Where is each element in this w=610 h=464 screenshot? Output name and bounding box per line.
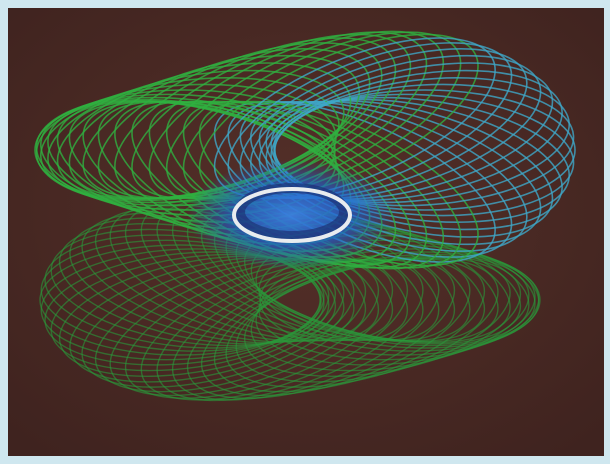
loop	[213, 258, 486, 393]
loop	[50, 253, 330, 372]
loop	[124, 258, 394, 399]
loop	[156, 258, 424, 402]
loop	[274, 89, 576, 211]
loop	[109, 258, 380, 397]
loop	[81, 257, 355, 388]
loop	[39, 244, 321, 356]
loop	[265, 98, 563, 231]
loop	[273, 83, 575, 207]
loop	[186, 258, 456, 399]
center-ring	[232, 187, 352, 243]
loop	[69, 256, 345, 383]
loop	[40, 239, 322, 352]
lower-shell	[39, 198, 541, 402]
loop	[94, 258, 367, 393]
loop	[171, 258, 440, 401]
loop	[213, 37, 496, 200]
loop	[225, 257, 499, 388]
loop	[258, 239, 540, 352]
loop	[44, 234, 325, 349]
loop	[35, 93, 337, 217]
inner-glow	[187, 160, 397, 270]
loop	[250, 228, 530, 347]
loop	[34, 89, 336, 211]
